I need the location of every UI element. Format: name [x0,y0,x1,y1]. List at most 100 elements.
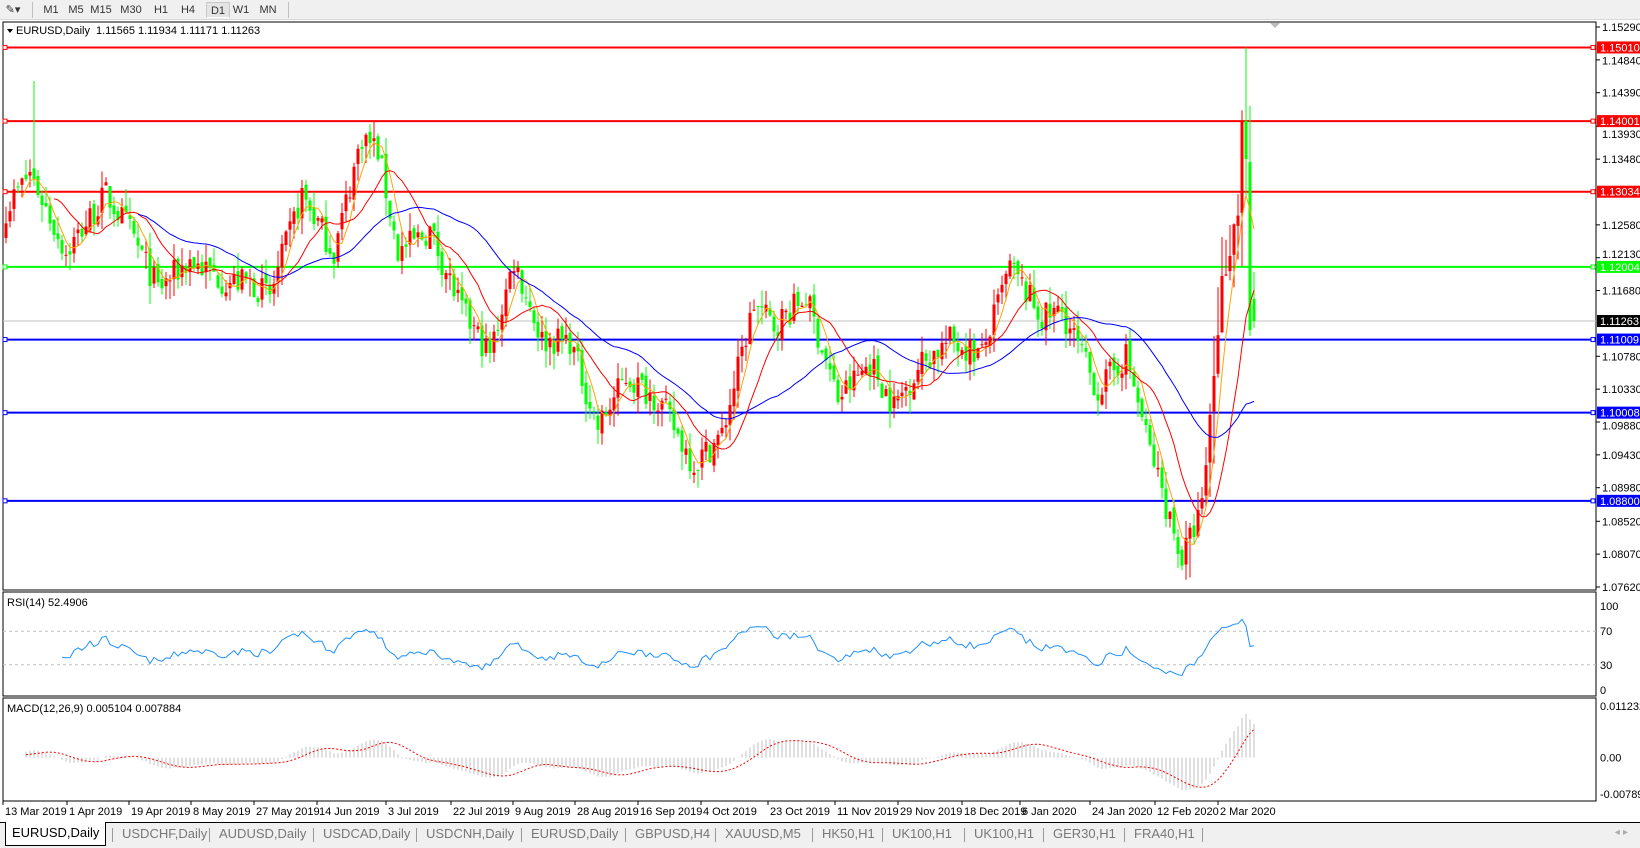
price-tick-label: 1.10330 [1602,384,1640,396]
candle-body [392,221,396,231]
candle-body [1096,394,1100,401]
macd-tick-label: -0.007894 [1600,789,1640,801]
candle-body [396,234,400,261]
timeframe-m1[interactable]: M1 [43,4,59,16]
line-anchor-left[interactable] [2,410,8,416]
candle-body [104,182,108,186]
line-anchor-left[interactable] [2,189,8,195]
chart-shift-marker-icon[interactable] [1270,23,1280,28]
chart-tab[interactable]: HK50,H1 [822,826,875,841]
candle-body [280,243,284,268]
line-anchor-right[interactable] [1590,410,1596,416]
candle-body [276,266,280,282]
price-tick-label: 1.15290 [1602,22,1640,34]
candle-body [920,351,924,375]
chart-tab[interactable]: EURUSD,Daily [531,826,619,841]
candle-body [496,329,500,331]
line-anchor-left[interactable] [2,264,8,270]
chart-tab[interactable]: UK100,H1 [974,826,1034,841]
candle-body [76,229,80,234]
line-anchor-right[interactable] [1590,44,1596,50]
chart-tab[interactable]: GBPUSD,H4 [635,826,711,841]
timeframe-m15[interactable]: M15 [90,4,112,16]
candle-body [1248,162,1252,331]
candle-body [284,231,288,246]
tab-separator [313,828,314,842]
candle-body [340,212,344,230]
candle-body [836,379,840,402]
candle-body [616,378,620,398]
chart-tab[interactable]: XAUUSD,M5 [725,826,801,841]
line-anchor-right[interactable] [1590,118,1596,124]
timeframe-h4[interactable]: H4 [180,4,196,16]
price-tick-label: 1.10780 [1602,351,1640,363]
line-anchor-right[interactable] [1590,498,1596,504]
chart-tab[interactable]: USDCNH,Daily [426,826,515,841]
line-studies-icon[interactable]: ✎▾ [5,4,21,16]
tab-separator [1202,828,1203,842]
timeframe-m30[interactable]: M30 [120,4,142,16]
candle-body [40,195,44,205]
date-tick-label: 19 Apr 2019 [131,806,190,818]
candle-body [408,230,412,245]
line-anchor-right[interactable] [1590,189,1596,195]
line-anchor-left[interactable] [2,44,8,50]
candle-body [24,174,28,180]
line-anchor-left[interactable] [2,118,8,124]
chart-tab[interactable]: GER30,H1 [1053,826,1116,841]
candle-body [128,215,132,220]
chart-window[interactable]: EURUSD,Daily 1.11565 1.11934 1.11171 1.11… [0,20,1640,820]
candle-body [680,430,684,452]
candle-body [336,233,340,262]
line-anchor-left[interactable] [2,498,8,504]
candle-body [972,340,976,362]
candle-body [1184,537,1188,565]
line-anchor-right[interactable] [1590,337,1596,343]
timeframe-d1[interactable]: D1 [206,2,230,18]
tab-separator [882,828,883,842]
header-dropdown-icon[interactable] [7,29,13,33]
candle-body [716,434,720,446]
date-tick-label: 28 Aug 2019 [577,806,639,818]
chart-tab[interactable]: AUDUSD,Daily [219,826,307,841]
candle-body [792,293,796,321]
timeframe-m5[interactable]: M5 [68,4,84,16]
line-anchor-left[interactable] [2,337,8,343]
chart-tab[interactable]: EURUSD,Daily [5,822,107,846]
tab-scroll-arrows[interactable]: ◂ ▸ [1614,827,1628,838]
chart-tab[interactable]: FRA40,H1 [1134,826,1195,841]
candle-body [540,331,544,338]
candle-body [148,248,152,286]
macd-label: MACD(12,26,9) 0.005104 0.007884 [7,703,181,715]
timeframe-w1[interactable]: W1 [232,4,250,16]
rsi-label: RSI(14) 52.4906 [7,597,88,609]
candle-body [696,469,700,471]
date-tick-label: 9 Aug 2019 [515,806,571,818]
rsi-tick-label: 70 [1600,626,1612,638]
candle-body [180,265,184,278]
line-anchor-right[interactable] [1590,264,1596,270]
candle-body [188,259,192,273]
candle-body [940,342,944,360]
candle-body [192,257,196,267]
chart-tab[interactable]: USDCHF,Daily [122,826,208,841]
candle-body [772,316,776,332]
candle-body [196,263,200,269]
chart-tab[interactable]: USDCAD,Daily [323,826,411,841]
chart-tab[interactable]: UK100,H1 [892,826,952,841]
candle-body [316,218,320,221]
timeframe-mn[interactable]: MN [259,4,277,16]
candle-body [1180,549,1184,566]
current-price-label-bg [1597,315,1640,328]
candle-body [848,376,852,390]
candle-body [916,369,920,382]
candle-body [856,374,860,376]
candle-body [176,258,180,280]
timeframe-h1[interactable]: H1 [153,4,169,16]
candle-body [620,379,624,381]
candle-body [364,134,368,147]
candle-body [560,326,564,340]
candle-body [1208,414,1212,463]
chart-canvas[interactable]: EURUSD,Daily 1.11565 1.11934 1.11171 1.11… [0,20,1640,820]
candle-body [324,216,328,252]
